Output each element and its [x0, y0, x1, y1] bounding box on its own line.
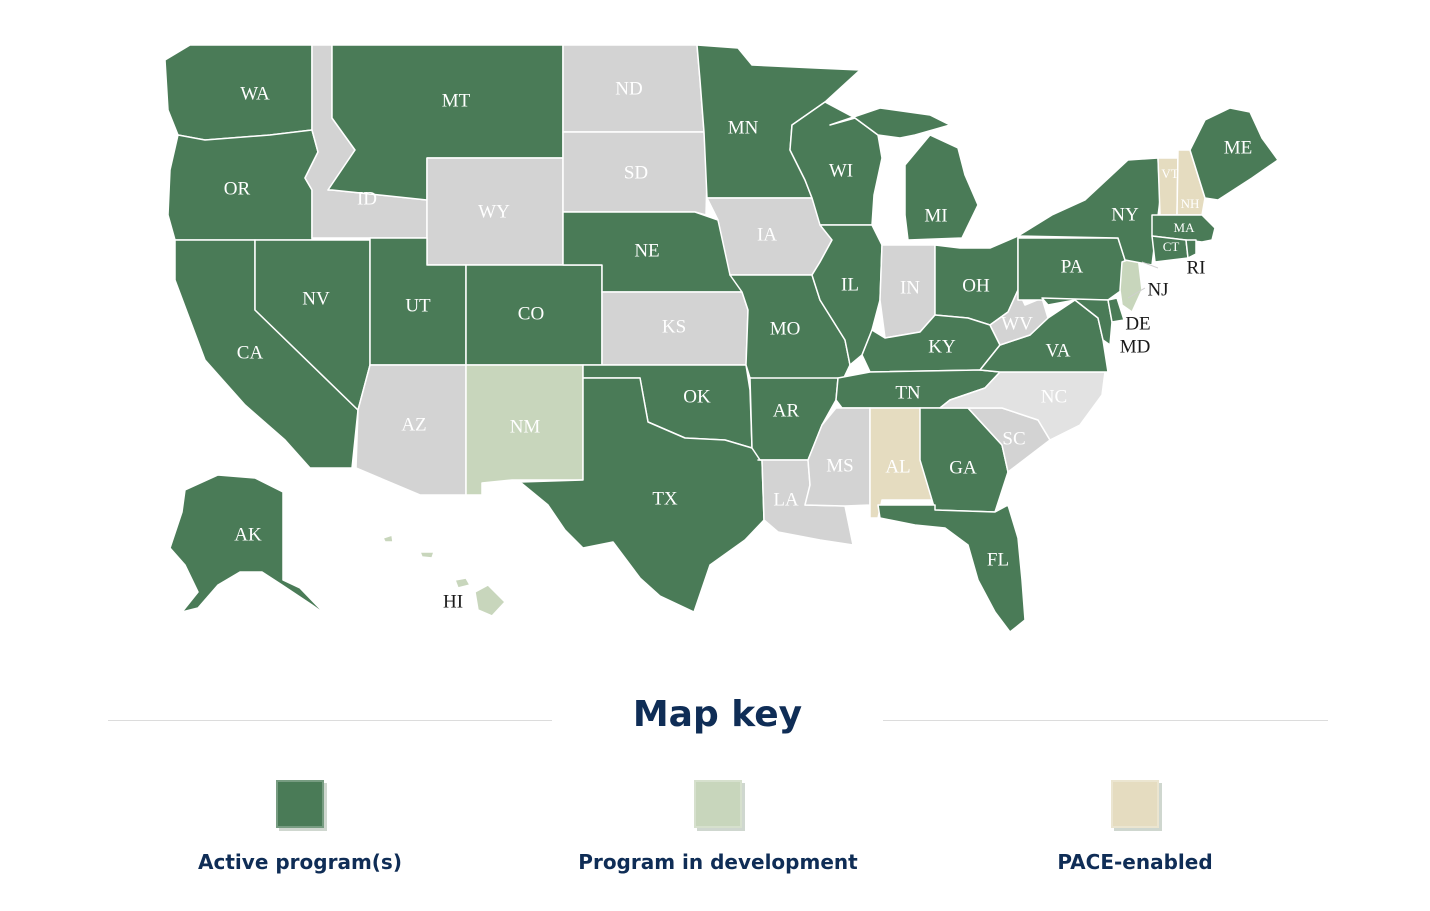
label-tn: TN: [895, 382, 921, 403]
label-sd: SD: [624, 162, 648, 183]
label-az: AZ: [401, 414, 426, 435]
legend-item-pace: PACE-enabled: [955, 780, 1315, 874]
label-vt: VT: [1161, 166, 1178, 181]
legend-swatch-development: [694, 780, 742, 828]
label-in: IN: [900, 277, 920, 298]
label-me: ME: [1224, 137, 1253, 158]
legend-label-development: Program in development: [578, 850, 858, 874]
label-nm: NM: [510, 416, 541, 437]
legend-swatch-active: [276, 780, 324, 828]
label-wi: WI: [829, 160, 853, 181]
us-map-container: WA OR CA NV ID MT WY UT CO AZ NM ND SD N…: [164, 44, 1279, 633]
label-hi: HI: [443, 591, 463, 612]
map-key-header: Map key: [108, 690, 1328, 750]
label-ms: MS: [826, 455, 853, 476]
label-co: CO: [518, 303, 544, 324]
label-pa: PA: [1061, 256, 1084, 277]
legend-label-pace: PACE-enabled: [1057, 850, 1213, 874]
state-fl[interactable]: [877, 504, 1026, 633]
state-tx[interactable]: [519, 377, 765, 613]
label-nv: NV: [302, 288, 330, 309]
state-ms[interactable]: [804, 407, 871, 507]
label-il: IL: [841, 274, 859, 295]
label-va: VA: [1046, 340, 1071, 361]
label-mi: MI: [924, 205, 947, 226]
label-ks: KS: [662, 316, 686, 337]
state-ri[interactable]: [1185, 239, 1197, 259]
label-oh: OH: [962, 275, 990, 296]
map-key-title: Map key: [632, 694, 803, 735]
label-nj: NJ: [1147, 279, 1168, 300]
label-mo: MO: [770, 318, 801, 339]
label-ct: CT: [1163, 239, 1180, 254]
label-ma: MA: [1174, 220, 1196, 235]
state-nj[interactable]: [1119, 255, 1143, 313]
label-wy: WY: [478, 201, 510, 222]
state-labels: WA OR CA NV ID MT WY UT CO AZ NM ND SD N…: [224, 78, 1252, 612]
state-wa[interactable]: [164, 44, 313, 141]
label-nd: ND: [615, 78, 642, 99]
state-hi[interactable]: [382, 534, 506, 617]
label-ri: RI: [1187, 257, 1206, 278]
state-nc[interactable]: [939, 371, 1106, 441]
label-ak: AK: [234, 524, 262, 545]
label-sc: SC: [1002, 428, 1025, 449]
label-ga: GA: [949, 457, 977, 478]
legend-item-active: Active program(s): [120, 780, 480, 874]
label-nc: NC: [1041, 386, 1067, 407]
label-de: DE: [1125, 313, 1150, 334]
label-ne: NE: [634, 240, 659, 261]
label-ky: KY: [928, 336, 956, 357]
divider-left: [108, 720, 552, 721]
label-ca: CA: [237, 342, 264, 363]
label-nh: NH: [1181, 196, 1200, 211]
label-or: OR: [224, 178, 251, 199]
label-wa: WA: [240, 83, 270, 104]
label-ia: IA: [757, 224, 777, 245]
state-de[interactable]: [1107, 297, 1125, 323]
label-ok: OK: [683, 386, 711, 407]
state-mi[interactable]: [829, 107, 979, 241]
label-wv: WV: [1001, 313, 1033, 334]
label-ut: UT: [405, 295, 431, 316]
divider-right: [883, 720, 1328, 721]
us-map: WA OR CA NV ID MT WY UT CO AZ NM ND SD N…: [164, 44, 1279, 633]
label-md: MD: [1120, 336, 1151, 357]
legend-swatch-pace: [1111, 780, 1159, 828]
label-al: AL: [885, 456, 910, 477]
label-mn: MN: [728, 117, 759, 138]
legend-item-development: Program in development: [538, 780, 898, 874]
label-ar: AR: [773, 400, 800, 421]
label-id: ID: [357, 188, 377, 209]
nj-leader: [1127, 287, 1146, 299]
label-tx: TX: [652, 488, 678, 509]
ri-leader: [1141, 261, 1159, 269]
legend-label-active: Active program(s): [198, 850, 402, 874]
state-me[interactable]: [1189, 107, 1279, 201]
label-mt: MT: [442, 90, 471, 111]
label-la: LA: [773, 489, 799, 510]
label-ny: NY: [1111, 204, 1139, 225]
state-ak[interactable]: [169, 474, 327, 616]
label-fl: FL: [987, 549, 1009, 570]
state-wi[interactable]: [789, 101, 883, 226]
state-nh[interactable]: [1176, 149, 1206, 216]
